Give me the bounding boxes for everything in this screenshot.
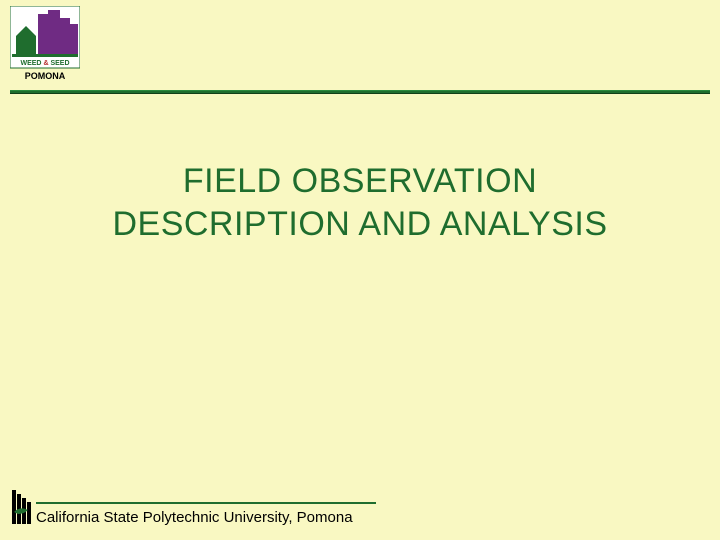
weed-seed-logo: WEED & SEED POMONA xyxy=(10,6,80,84)
top-divider xyxy=(10,90,710,94)
svg-text:POMONA: POMONA xyxy=(25,71,66,81)
footer-logo xyxy=(10,484,36,524)
svg-text:WEED & SEED: WEED & SEED xyxy=(20,60,69,67)
bottom-divider xyxy=(36,502,376,504)
title-line-1: FIELD OBSERVATION xyxy=(0,160,720,203)
slide-title: FIELD OBSERVATION DESCRIPTION AND ANALYS… xyxy=(0,160,720,245)
footer-text: California State Polytechnic University,… xyxy=(36,509,353,526)
title-line-2: DESCRIPTION AND ANALYSIS xyxy=(0,203,720,246)
